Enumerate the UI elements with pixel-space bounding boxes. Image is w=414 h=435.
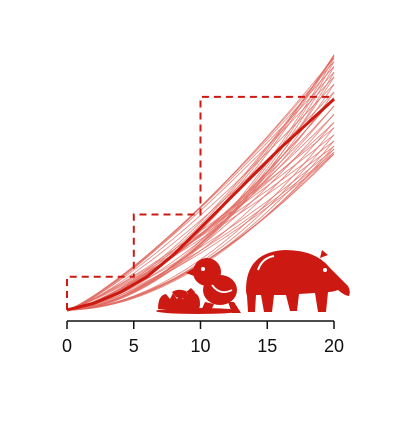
tapir-icon — [246, 250, 350, 312]
ensemble-line — [66, 122, 335, 311]
x-tick-label: 15 — [257, 336, 277, 356]
x-tick-label: 0 — [62, 336, 72, 356]
x-tick-label: 5 — [129, 336, 139, 356]
step-curve — [66, 95, 334, 310]
step-threshold-line — [66, 95, 334, 310]
ensemble-line — [66, 57, 335, 311]
ensemble-line — [66, 122, 335, 311]
chick-icon — [186, 258, 241, 313]
ensemble-line — [66, 91, 335, 311]
ensemble-lines — [66, 54, 335, 311]
ensemble-line — [66, 145, 335, 311]
x-tick-label: 10 — [190, 336, 210, 356]
ensemble-line — [66, 55, 335, 311]
hatching-chick-icon — [156, 288, 240, 314]
ensemble-line — [66, 127, 335, 311]
ensemble-line — [66, 140, 335, 311]
mean-line — [66, 97, 336, 312]
x-axis-ticks: 0 5 10 15 20 — [62, 321, 344, 356]
ensemble-line — [66, 71, 335, 311]
mean-curve — [66, 97, 336, 312]
x-tick-label: 20 — [324, 336, 344, 356]
